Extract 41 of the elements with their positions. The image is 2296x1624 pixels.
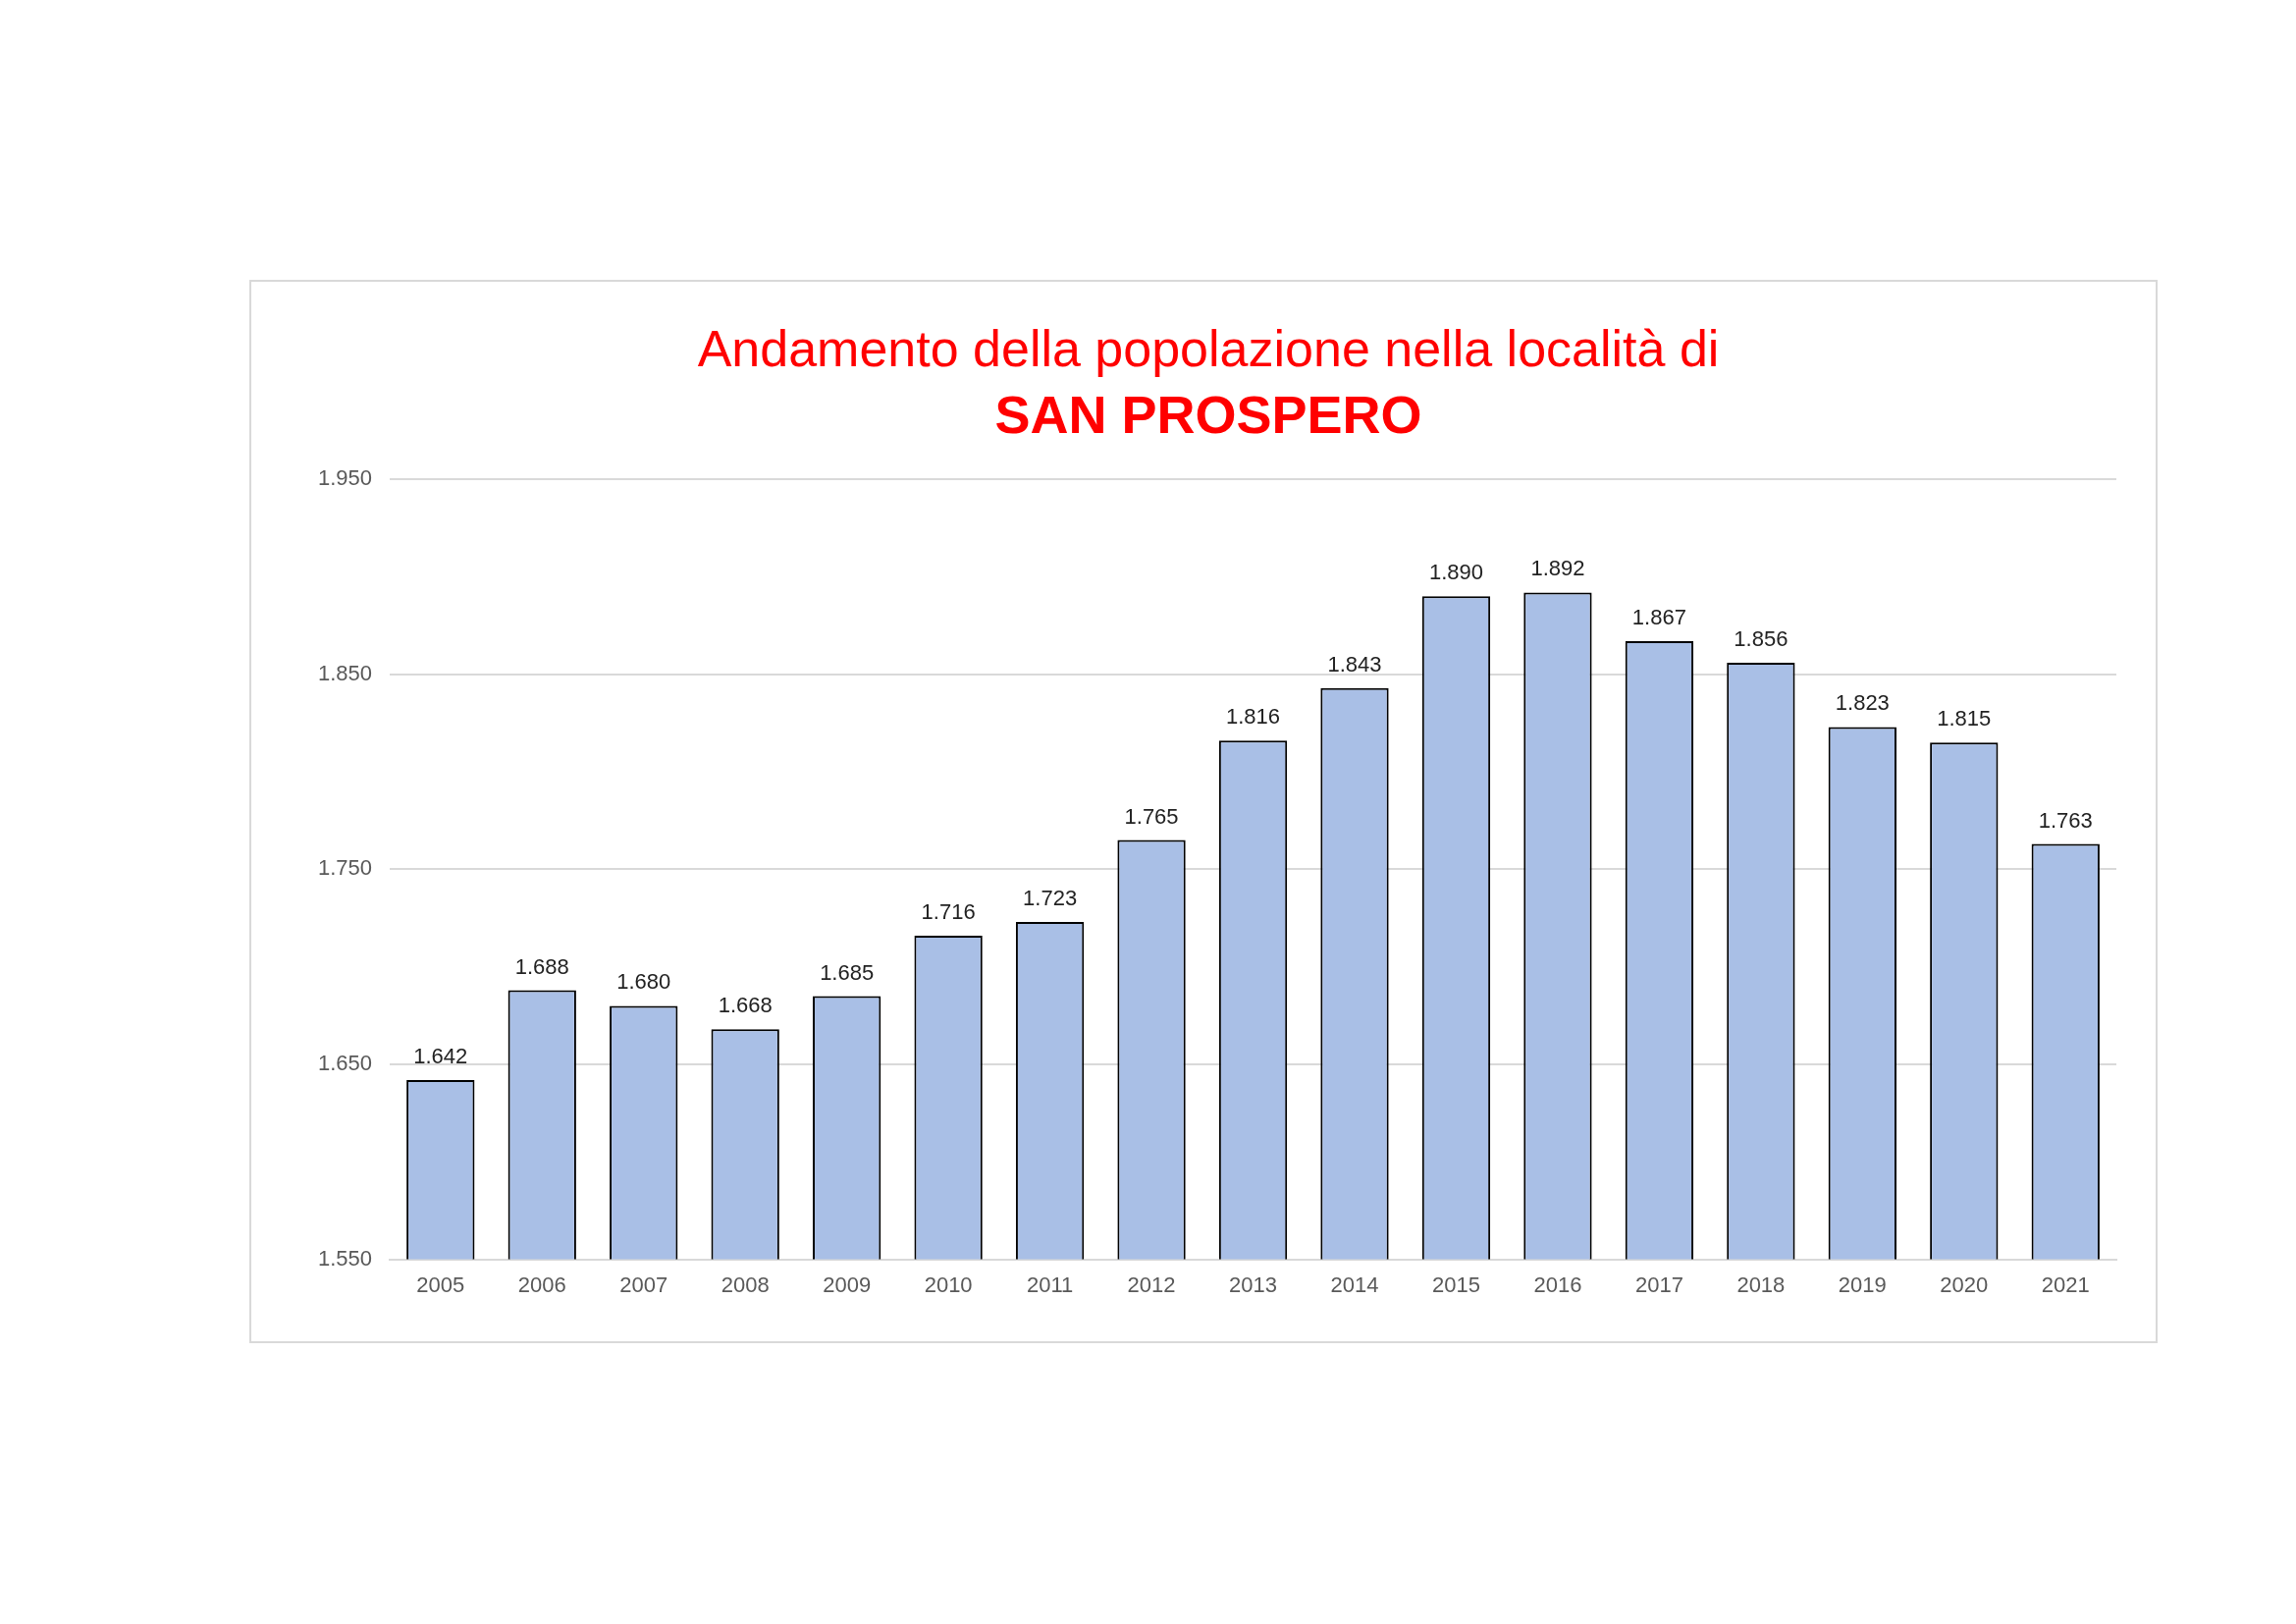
x-tick-label: 2012	[1127, 1272, 1176, 1297]
data-label: 1.816	[1226, 704, 1281, 730]
x-tick-label: 2020	[1940, 1272, 1989, 1297]
x-tick-label: 2010	[924, 1272, 973, 1297]
data-label: 1.890	[1428, 560, 1483, 585]
y-tick-label: 1.750	[317, 855, 373, 881]
data-label: 1.716	[921, 898, 976, 924]
y-tick-label: 1.850	[317, 660, 373, 685]
x-tick-label: 2019	[1838, 1272, 1887, 1297]
x-tick-label: 2016	[1533, 1272, 1582, 1297]
data-label: 1.867	[1631, 605, 1686, 630]
data-label: 1.765	[1124, 803, 1179, 829]
x-tick-label: 2021	[2041, 1272, 2090, 1297]
data-label: 1.763	[2038, 807, 2093, 833]
x-tick-label: 2011	[1026, 1272, 1074, 1297]
x-tick-label: 2015	[1431, 1272, 1480, 1297]
data-label: 1.815	[1937, 706, 1992, 731]
x-tick-label: 2014	[1330, 1272, 1379, 1297]
data-label: 1.642	[413, 1043, 468, 1068]
data-label: 1.843	[1327, 651, 1382, 677]
data-label: 1.892	[1530, 556, 1585, 581]
x-tick-label: 2009	[823, 1272, 872, 1297]
data-label: 1.723	[1023, 886, 1078, 911]
data-label: 1.680	[616, 969, 671, 995]
data-label: 1.688	[514, 953, 569, 979]
y-tick-label: 1.950	[317, 465, 373, 491]
x-tick-label: 2008	[721, 1272, 770, 1297]
x-tick-label: 2018	[1736, 1272, 1786, 1297]
chart-subtitle: SAN PROSPERO	[994, 384, 1422, 444]
x-tick-label: 2006	[517, 1272, 566, 1297]
x-tick-label: 2017	[1634, 1272, 1683, 1297]
chart-title: Andamento della popolazione nella località di	[697, 319, 1720, 377]
data-label: 1.856	[1734, 625, 1789, 651]
data-label: 1.685	[820, 959, 875, 985]
data-label: 1.668	[718, 993, 773, 1018]
y-tick-label: 1.650	[317, 1051, 373, 1076]
x-tick-label: 2005	[416, 1272, 465, 1297]
x-tick-label: 2013	[1229, 1272, 1277, 1297]
x-tick-label: 2007	[619, 1272, 668, 1297]
data-label: 1.823	[1835, 690, 1890, 716]
y-tick-label: 1.550	[317, 1245, 373, 1271]
